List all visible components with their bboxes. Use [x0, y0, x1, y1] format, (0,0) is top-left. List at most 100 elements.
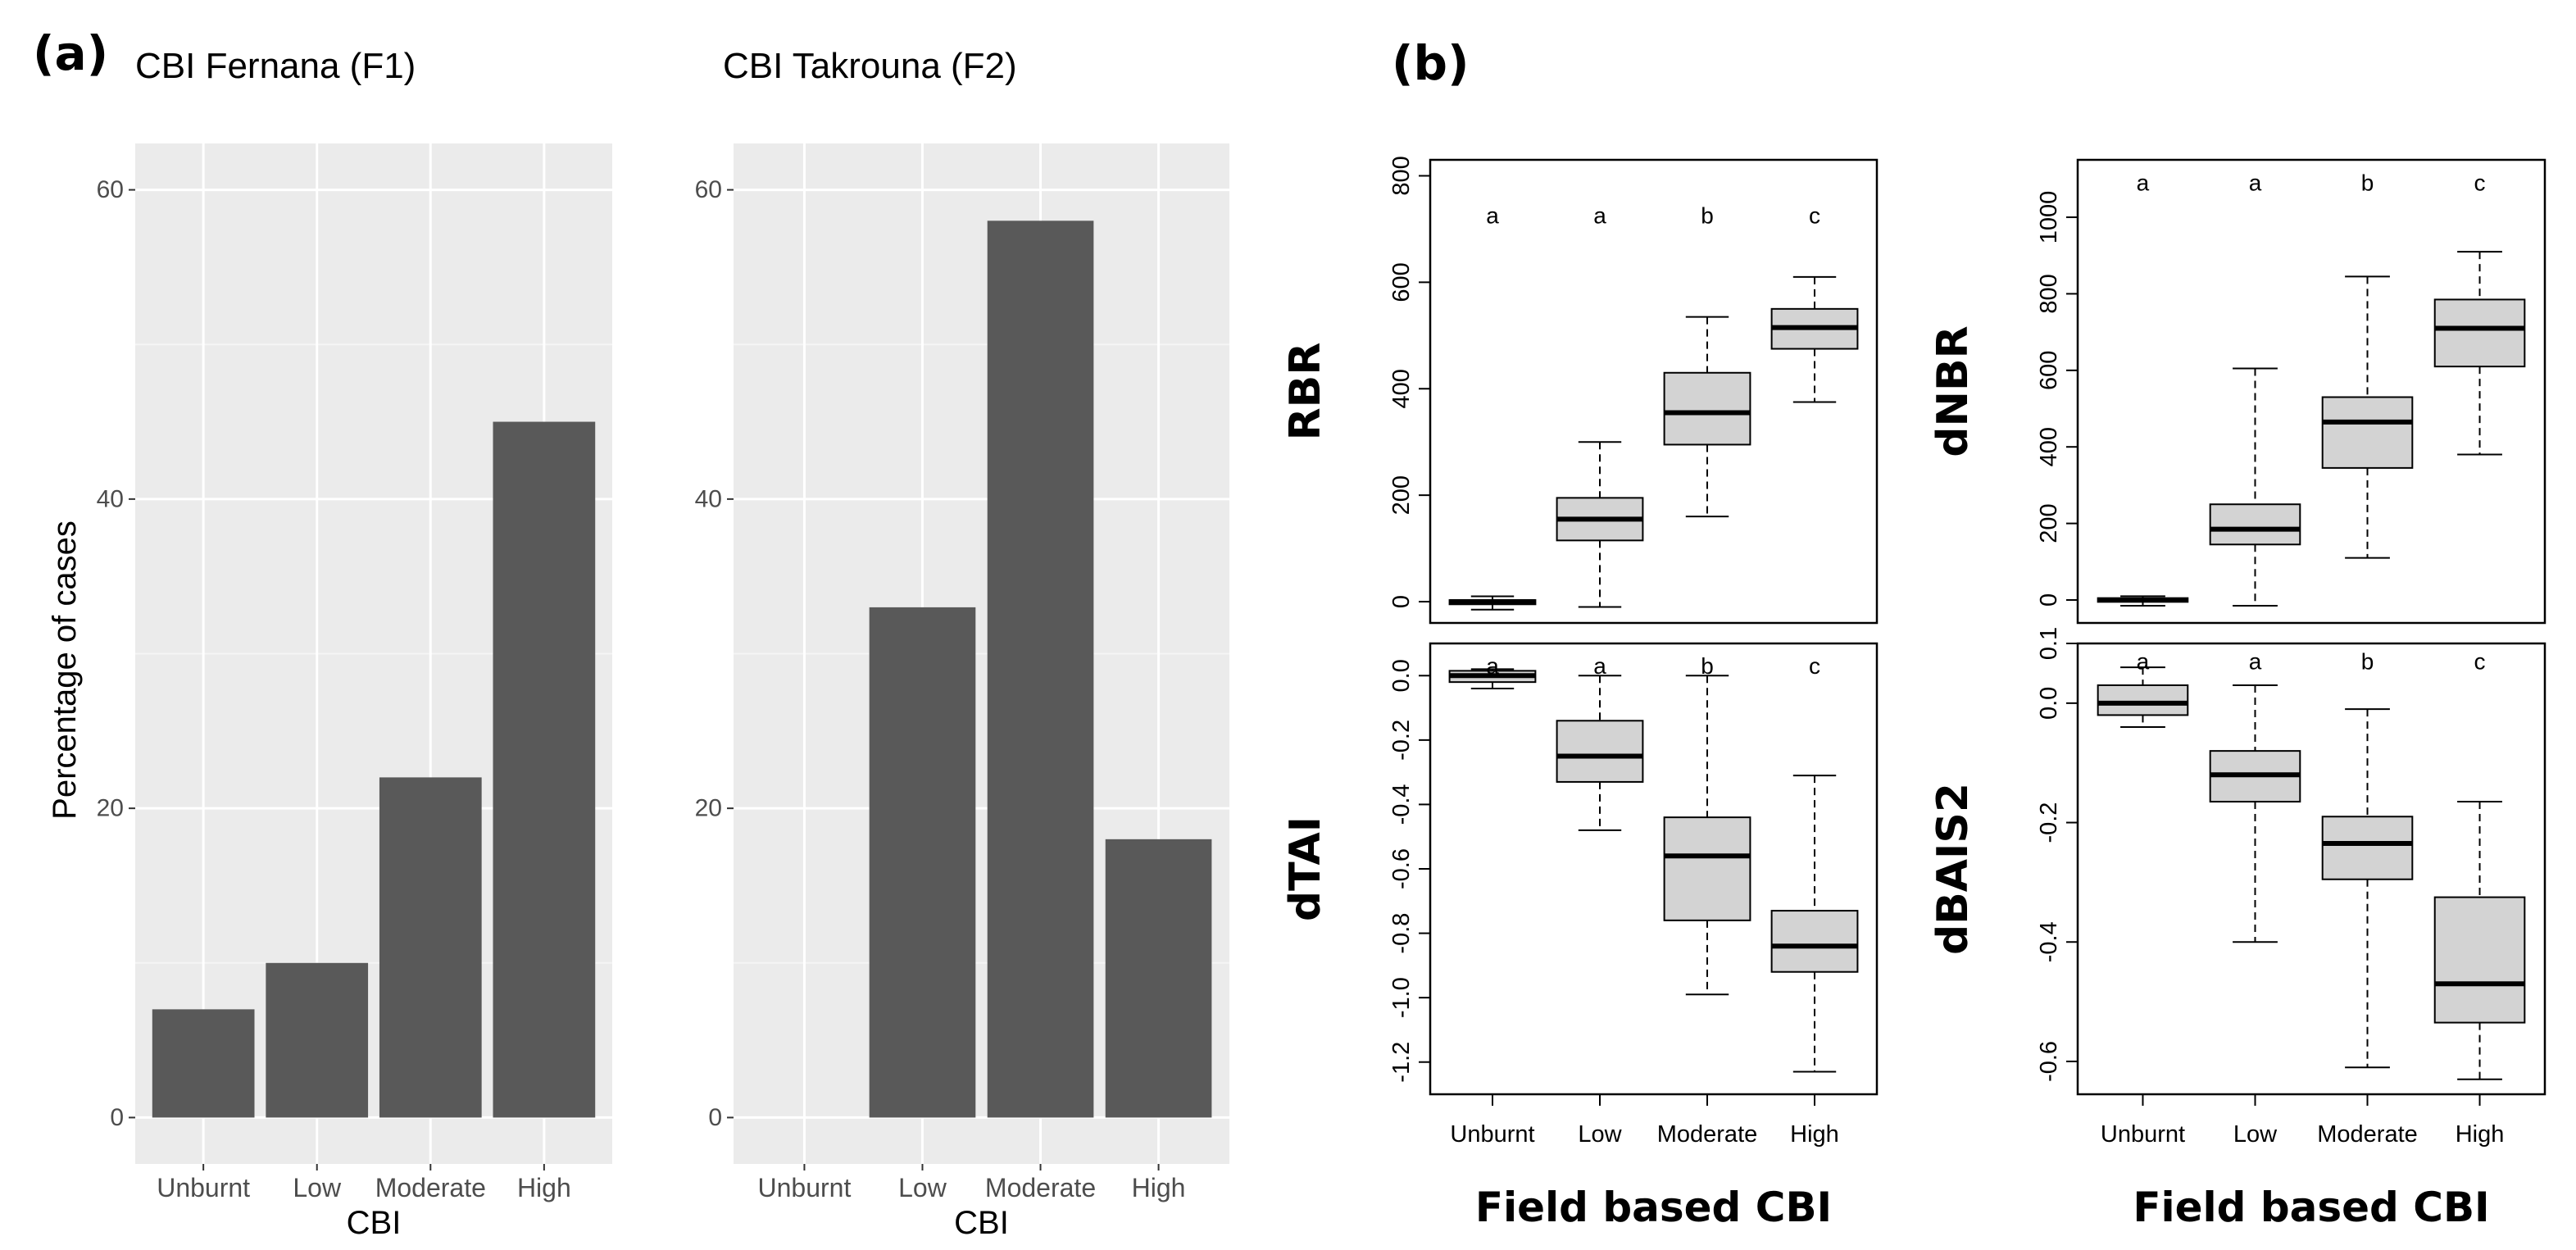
box-iqr: [2321, 396, 2414, 469]
y-tick-label: 20: [695, 795, 722, 822]
box-high: [2433, 251, 2526, 456]
box-high: [1770, 775, 1859, 1073]
bar-high: [1105, 839, 1212, 1118]
group-letter: a: [2137, 648, 2150, 674]
bar-moderate: [987, 220, 1094, 1118]
bar-moderate: [379, 777, 482, 1118]
y-tick-label: 0: [2036, 593, 2062, 607]
y-tick-label: 0.0: [1388, 659, 1415, 692]
y-tick-label: -0.2: [1388, 720, 1415, 761]
x-tick-label: Moderate: [985, 1173, 1096, 1202]
group-letter: a: [1486, 653, 1499, 679]
box-unburnt: [1448, 668, 1537, 689]
x-axis-label: CBI: [347, 1205, 402, 1241]
group-letter: a: [1486, 203, 1499, 229]
group-letter: a: [2249, 648, 2262, 674]
y-tick-label: 1000: [2036, 191, 2062, 244]
x-tick-label: Moderate: [375, 1173, 486, 1202]
chart-title: CBI Fernana (F1): [135, 46, 416, 86]
panel-a-label: (a): [33, 25, 108, 81]
x-tick-label: Low: [2233, 1121, 2278, 1148]
plot-frame: [1429, 642, 1879, 1096]
box-low: [2209, 367, 2301, 607]
group-letter: b: [1701, 203, 1714, 229]
group-letter: a: [1593, 653, 1606, 679]
group-letter: c: [1809, 653, 1820, 679]
box-iqr: [1770, 910, 1859, 973]
x-tick-label: Moderate: [1657, 1121, 1758, 1148]
y-tick-label: 600: [2036, 351, 2062, 390]
y-tick-label: 60: [97, 176, 124, 203]
plot-frame: [1429, 158, 1879, 625]
box-iqr: [2433, 896, 2526, 1024]
box-high: [1770, 275, 1859, 403]
bar-chart-2: 0 20 40 60 Unburnt Low Moderate High CBI Takroun…: [695, 46, 1229, 1241]
y-tick-label: -0.4: [1388, 784, 1415, 825]
y-tick-label: 0: [110, 1104, 124, 1131]
group-letter: c: [2474, 648, 2486, 674]
y-axis-label: dBAIS2: [1929, 783, 1978, 955]
y-axis-label: dNBR: [1929, 325, 1978, 457]
y-tick-label: 40: [695, 485, 722, 512]
x-tick-label: High: [517, 1173, 571, 1202]
y-tick-label: 0.0: [2036, 687, 2062, 720]
box-plot-dnbr: 0 200 400 600 800 1000 a a b c dNBR: [1929, 158, 2546, 625]
bar-low: [869, 607, 976, 1118]
x-tick-label: Moderate: [2317, 1121, 2418, 1148]
charts-layer: 0 20 40 60 Unburnt Low Moderate High CBI Fernana…: [47, 46, 2546, 1241]
box-moderate: [1663, 675, 1751, 996]
y-tick-label: -0.4: [2036, 921, 2062, 962]
box-low: [1556, 441, 1644, 608]
y-axis-label: dTAI: [1281, 816, 1330, 921]
bar-unburnt: [152, 1009, 255, 1118]
y-axis-label: Percentage of cases: [47, 520, 83, 820]
x-tick-label: Low: [898, 1173, 947, 1202]
x-tick-label: High: [1132, 1173, 1186, 1202]
y-tick-label: -0.6: [1388, 848, 1415, 889]
box-plot-dtai: -1.2 -1.0 -0.8 -0.6 -0.4 -0.2 0.0 a a b c dTAI Unbur…: [1281, 642, 1879, 1231]
x-axis-label: CBI: [954, 1205, 1009, 1241]
y-tick-label: 200: [1388, 475, 1415, 515]
y-tick-label: 200: [2036, 503, 2062, 543]
box-iqr: [2209, 503, 2301, 546]
group-letter: c: [2474, 170, 2486, 196]
group-letter: a: [2249, 170, 2262, 196]
y-tick-label: 60: [695, 176, 722, 203]
group-letter: c: [1809, 203, 1820, 229]
group-letter: a: [2137, 170, 2150, 196]
plot-frame: [2076, 158, 2546, 625]
box-moderate: [1663, 316, 1751, 518]
y-tick-label: 800: [2036, 274, 2062, 313]
y-tick-label: 600: [1388, 262, 1415, 302]
group-letter: b: [1701, 653, 1714, 679]
x-tick-label: Unburnt: [1450, 1121, 1534, 1148]
x-tick-label: Low: [293, 1173, 342, 1202]
y-tick-label: 800: [1388, 156, 1415, 195]
y-tick-label: 400: [2036, 427, 2062, 466]
x-tick-label: Unburnt: [157, 1173, 250, 1202]
y-tick-label: -1.2: [1388, 1042, 1415, 1083]
box-low: [2209, 684, 2301, 943]
y-tick-label: 0.1: [2036, 627, 2062, 660]
box-iqr: [1556, 720, 1644, 783]
group-letter: b: [2361, 170, 2374, 196]
y-tick-label: -0.6: [2036, 1041, 2062, 1082]
group-letter: a: [1593, 203, 1606, 229]
y-axis-label: RBR: [1281, 343, 1330, 441]
x-tick-label: Unburnt: [758, 1173, 852, 1202]
y-tick-label: -0.2: [2036, 802, 2062, 843]
box-plot-rbr: 0 200 400 600 800 a a b c RBR: [1281, 156, 1879, 625]
y-tick-label: 400: [1388, 369, 1415, 408]
x-tick-label: High: [2456, 1121, 2505, 1148]
box-moderate: [2321, 708, 2414, 1069]
box-high: [2433, 801, 2526, 1080]
box-iqr: [2433, 298, 2526, 368]
bar-low: [266, 962, 369, 1118]
x-axis-label: Field based CBI: [2133, 1184, 2489, 1231]
group-letter: b: [2361, 648, 2374, 674]
y-tick-label: -0.8: [1388, 913, 1415, 954]
panel-b-label: (b): [1392, 35, 1470, 91]
box-unburnt: [1448, 595, 1537, 611]
y-tick-label: -1.0: [1388, 977, 1415, 1018]
